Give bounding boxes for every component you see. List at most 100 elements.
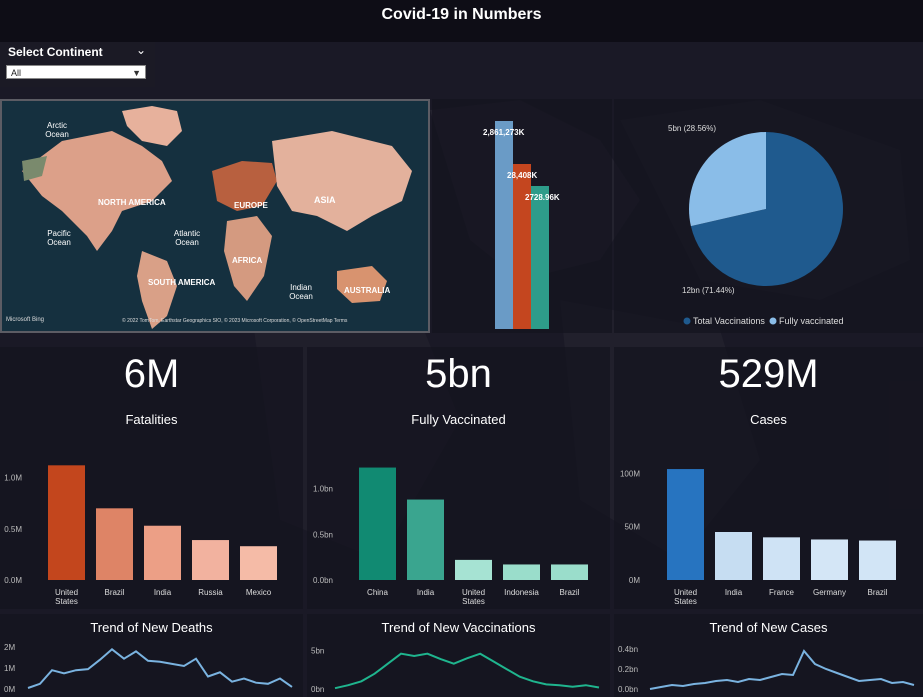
pie-label-total: 12bn (71.44%)	[682, 286, 735, 295]
x-tick-label: United States	[462, 588, 485, 606]
bar	[48, 465, 85, 580]
summary-data-label: 28,408K	[507, 171, 537, 180]
legend-marker	[683, 317, 691, 325]
y-tick-label: 0bn	[311, 685, 324, 694]
x-tick-label: India	[417, 588, 435, 597]
map-label-europe: EUROPE	[234, 201, 268, 210]
summary-bar	[531, 186, 549, 329]
world-map[interactable]: Arctic Ocean NORTH AMERICA Pacific Ocean…	[0, 99, 430, 333]
bar	[763, 537, 800, 580]
y-tick-label: 0M	[4, 685, 15, 694]
bar	[503, 564, 540, 580]
bar	[715, 532, 752, 580]
map-label-asia: ASIA	[314, 195, 336, 205]
dropdown-arrow-icon[interactable]: ▼	[132, 68, 141, 78]
legend-label: Total Vaccinations	[693, 316, 765, 326]
map-canvas[interactable]	[2, 101, 428, 331]
y-tick-label: 0.0M	[4, 576, 22, 585]
trend-vaccinations-title: Trend of New Vaccinations	[381, 620, 536, 635]
bar	[667, 469, 704, 580]
bar	[359, 467, 396, 580]
map-label-africa: AFRICA	[232, 256, 263, 265]
summary-data-label: 2,861,273K	[483, 128, 525, 137]
legend-label: Fully vaccinated	[779, 316, 844, 326]
bar	[859, 540, 896, 580]
trend-line	[27, 648, 293, 689]
y-tick-label: 0.5M	[4, 525, 22, 534]
y-tick-label: 100M	[620, 469, 640, 478]
trend-line	[334, 652, 600, 690]
x-tick-label: India	[725, 588, 743, 597]
kpi-vaccinated-value: 5bn	[425, 352, 492, 396]
map-label-indian-ocean: Indian Ocean	[289, 283, 313, 301]
summary-bar	[513, 164, 531, 329]
trend-deaths-title: Trend of New Deaths	[90, 620, 213, 635]
y-tick-label: 0.4bn	[618, 645, 638, 654]
bar	[811, 539, 848, 580]
y-tick-label: 0.2bn	[618, 665, 638, 674]
pie-label-fully: 5bn (28.56%)	[668, 124, 716, 133]
cases-bar-chart[interactable]: 0M 50M 100M United States India France Germany B…	[614, 430, 923, 610]
bar	[551, 564, 588, 580]
x-tick-label: India	[154, 588, 172, 597]
x-tick-label: United States	[55, 588, 78, 606]
bar	[96, 508, 133, 580]
trend-vaccinations-line-chart[interactable]: 0bn 5bn	[307, 638, 610, 697]
bar	[407, 499, 444, 580]
fatalities-chart-title: Fatalities	[125, 412, 178, 427]
vaccinated-bar-chart[interactable]: 0.0bn 0.5bn 1.0bn China India United States Ind…	[307, 430, 610, 610]
map-label-australia: AUSTRALIA	[344, 286, 391, 295]
map-label-arctic-ocean: Arctic Ocean	[45, 121, 69, 139]
vaccinated-chart-title: Fully Vaccinated	[411, 412, 506, 427]
continent-select-value: All	[11, 68, 22, 78]
bar	[455, 559, 492, 580]
map-label-pacific-ocean: Pacific Ocean	[47, 229, 71, 247]
x-tick-label: Brazil	[104, 588, 124, 597]
x-tick-label: United States	[674, 588, 697, 606]
trend-cases-line-chart[interactable]: 0.0bn 0.2bn 0.4bn	[614, 638, 923, 697]
x-tick-label: Brazil	[867, 588, 887, 597]
y-tick-label: 1M	[4, 664, 15, 673]
y-tick-label: 1.0bn	[313, 485, 333, 494]
map-label-atlantic-ocean: Atlantic Ocean	[173, 229, 201, 247]
x-tick-label: China	[367, 588, 388, 597]
continent-select[interactable]: All ▼	[6, 65, 146, 79]
trend-deaths-panel	[0, 614, 303, 697]
y-tick-label: 0.5bn	[313, 530, 333, 539]
y-tick-label: 1.0M	[4, 474, 22, 483]
pie-slice	[690, 132, 843, 286]
fatalities-bar-chart[interactable]: 0.0M 0.5M 1.0M United States Brazil India Russi…	[0, 430, 303, 610]
trend-line	[649, 649, 915, 690]
kpi-fatalities-value: 6M	[123, 352, 180, 396]
cases-chart-title: Cases	[750, 412, 787, 427]
kpi-cases-value: 529M	[718, 352, 819, 396]
page-title: Covid-19 in Numbers	[0, 0, 923, 42]
summary-data-label: 2728.96K	[525, 193, 560, 202]
pie-slice	[689, 132, 766, 227]
bar	[144, 525, 181, 580]
summary-bar-chart[interactable]: 2,861,273K 28,408K 2728.96K	[432, 99, 612, 333]
x-tick-label: Russia	[198, 588, 223, 597]
y-tick-label: 2M	[4, 643, 15, 652]
vaccination-pie-chart[interactable]: 12bn (71.44%) 5bn (28.56%) Total Vaccinati…	[614, 99, 923, 333]
x-tick-label: Mexico	[246, 588, 272, 597]
x-tick-label: Indonesia	[504, 588, 539, 597]
y-tick-label: 0.0bn	[618, 685, 638, 694]
trend-cases-title: Trend of New Cases	[709, 620, 828, 635]
chevron-down-icon[interactable]: ⌄	[136, 43, 147, 57]
trend-deaths-line-chart[interactable]: 0M 1M 2M	[0, 638, 303, 697]
legend-marker	[769, 317, 777, 325]
trend-cases-panel	[614, 614, 923, 697]
slicer-label: Select Continent	[8, 45, 103, 59]
x-tick-label: France	[769, 588, 794, 597]
y-tick-label: 0M	[629, 576, 640, 585]
continent-slicer[interactable]: Select Continent ⌄ All ▼	[0, 42, 155, 87]
x-tick-label: Germany	[813, 588, 846, 597]
summary-bar	[495, 121, 513, 329]
map-label-south-america: SOUTH AMERICA	[148, 278, 216, 287]
y-tick-label: 0.0bn	[313, 576, 333, 585]
map-credit[interactable]: © 2022 TomTom, Earthstar Geographics SIO…	[122, 318, 348, 324]
bar	[192, 540, 229, 580]
y-tick-label: 50M	[624, 523, 640, 532]
bar	[240, 546, 277, 580]
